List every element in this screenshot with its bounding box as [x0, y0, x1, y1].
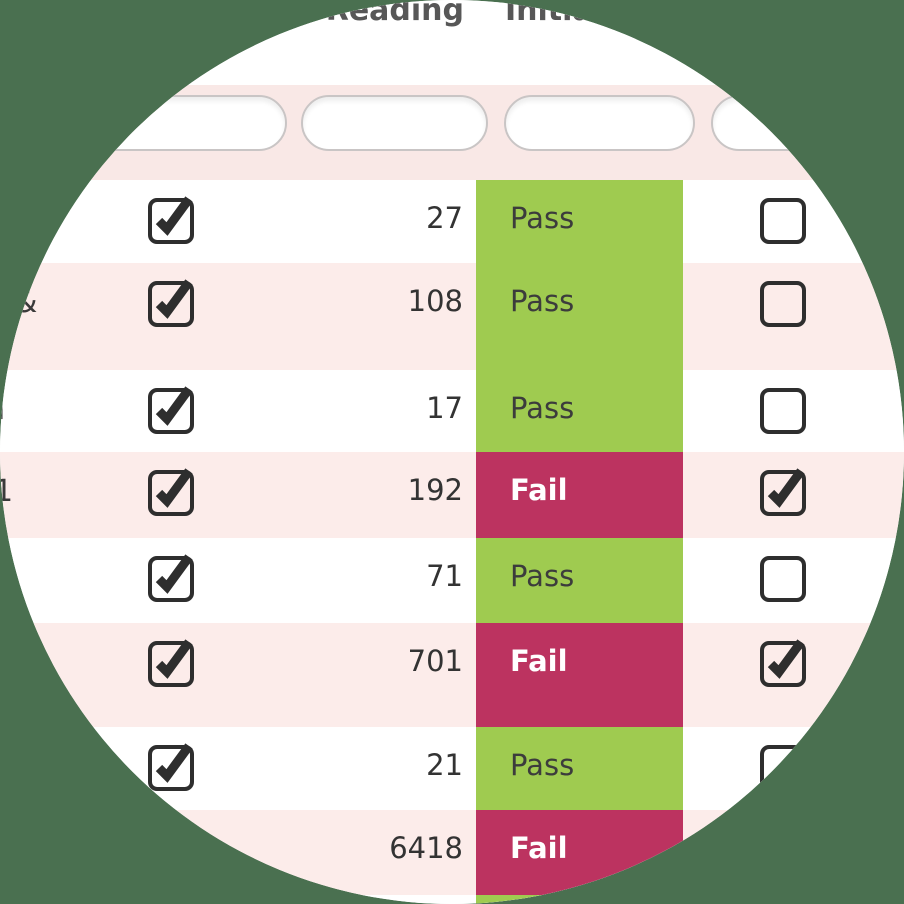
rlu-reading-value: 108 — [407, 284, 463, 318]
rlu-reading-value: 192 — [407, 473, 463, 507]
rlu-reading-value: 6418 — [389, 831, 463, 865]
initial-result-cell: Pass — [476, 727, 683, 810]
table-row: 21 Pass — [0, 727, 904, 810]
table-row: & 108 Pass — [0, 263, 904, 370]
check-icon — [155, 639, 193, 679]
table-row — [0, 895, 904, 904]
tested-checkbox[interactable] — [148, 468, 194, 516]
check-icon — [767, 468, 805, 508]
initial-result-cell: Pass — [476, 370, 683, 452]
retest-checkbox[interactable] — [760, 556, 806, 602]
filter-input-1[interactable] — [38, 95, 287, 151]
tested-checkbox[interactable] — [148, 554, 194, 602]
table-row: 1 192 Fail — [0, 452, 904, 538]
status-badge — [476, 895, 683, 904]
status-badge: Pass — [510, 284, 575, 318]
column-header-initial-result: Initial Result — [505, 0, 721, 28]
check-icon — [155, 196, 193, 236]
retest-checkbox[interactable] — [760, 639, 806, 687]
check-icon — [155, 743, 193, 783]
table-row: 701 Fail — [0, 623, 904, 727]
status-badge: Fail — [510, 831, 568, 865]
tested-checkbox[interactable] — [148, 386, 194, 434]
filter-input-rlu-reading[interactable] — [301, 95, 488, 151]
filter-row — [0, 85, 904, 180]
status-badge: Fail — [510, 473, 568, 507]
rlu-reading-value: 17 — [426, 391, 463, 425]
location-text-fragment: & — [14, 285, 38, 320]
rlu-reading-value: 701 — [407, 644, 463, 678]
rlu-reading-value: 71 — [426, 559, 463, 593]
table-row: 27 Pass — [0, 180, 904, 263]
check-icon — [155, 554, 193, 594]
tested-checkbox[interactable] — [148, 196, 194, 244]
retest-checkbox[interactable] — [760, 388, 806, 434]
initial-result-cell: Pass — [476, 538, 683, 623]
filter-input-4[interactable] — [711, 95, 904, 151]
retest-checkbox[interactable] — [760, 281, 806, 327]
retest-checkbox[interactable] — [760, 198, 806, 244]
retest-checkbox[interactable] — [760, 745, 806, 791]
status-badge: Pass — [510, 391, 575, 425]
tested-checkbox[interactable] — [148, 743, 194, 791]
table-header: RLU Reading Initial Result — [0, 0, 904, 85]
filter-input-initial-result[interactable] — [504, 95, 695, 151]
check-icon — [767, 639, 805, 679]
rlu-reading-value: 21 — [426, 748, 463, 782]
check-icon — [155, 468, 193, 508]
initial-result-cell: Fail — [476, 452, 683, 538]
table-row: 6418 Fail — [0, 810, 904, 895]
check-icon — [155, 386, 193, 426]
column-header-rlu-reading: RLU Reading — [249, 0, 464, 28]
status-badge: Fail — [510, 644, 568, 678]
location-text-fragment: r — [0, 560, 13, 595]
initial-result-cell: Pass — [476, 263, 683, 370]
initial-result-cell — [476, 895, 683, 904]
tested-checkbox[interactable] — [148, 279, 194, 327]
tested-checkbox[interactable] — [148, 639, 194, 687]
initial-result-cell: Fail — [476, 623, 683, 727]
table-row: r 71 Pass — [0, 538, 904, 623]
initial-result-cell: Fail — [476, 810, 683, 895]
location-text-fragment: 1 — [0, 474, 14, 509]
status-badge: Pass — [510, 748, 575, 782]
location-text-fragment: l — [0, 392, 6, 427]
status-badge: Pass — [510, 201, 575, 235]
status-badge: Pass — [510, 559, 575, 593]
table-row: l 17 Pass — [0, 370, 904, 452]
check-icon — [155, 279, 193, 319]
rlu-reading-value: 27 — [426, 201, 463, 235]
initial-result-cell: Pass — [476, 180, 683, 263]
retest-checkbox[interactable] — [760, 468, 806, 516]
